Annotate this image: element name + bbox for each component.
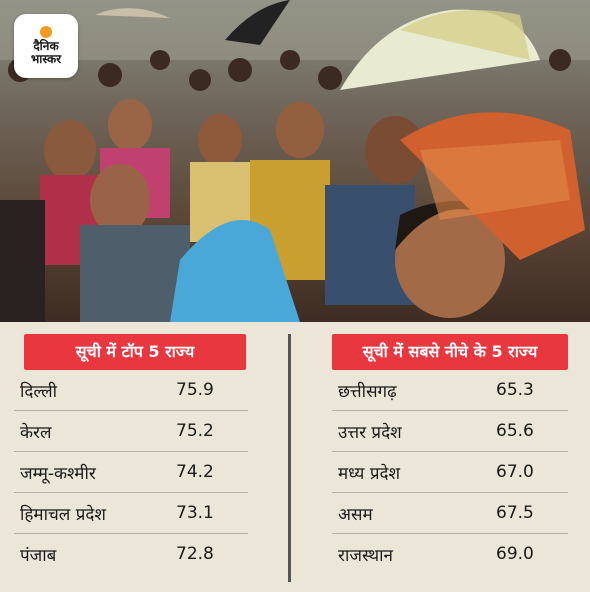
table-row: असम 67.5: [332, 493, 568, 534]
bottom-states-list: छत्तीसगढ़ 65.3 उत्तर प्रदेश 65.6 मध्य प्…: [332, 370, 568, 574]
top-states-heading: सूची में टॉप 5 राज्य: [24, 334, 246, 370]
state-value: 75.9: [176, 380, 214, 400]
state-value: 73.1: [176, 503, 214, 523]
ranking-tables: सूची में टॉप 5 राज्य दिल्ली 75.9 केरल 75…: [0, 322, 590, 592]
table-row: पंजाब 72.8: [14, 534, 248, 574]
state-name: पंजाब: [20, 545, 57, 566]
table-row: राजस्थान 69.0: [332, 534, 568, 574]
top-states-panel: सूची में टॉप 5 राज्य दिल्ली 75.9 केरल 75…: [14, 334, 248, 574]
bottom-states-panel: सूची में सबसे नीचे के 5 राज्य छत्तीसगढ़ …: [332, 334, 568, 574]
state-name: दिल्ली: [20, 381, 58, 402]
crowd-photo: दैनिक भास्कर: [0, 0, 590, 322]
state-name: उत्तर प्रदेश: [338, 422, 402, 443]
table-row: जम्मू-कश्मीर 74.2: [14, 452, 248, 493]
column-divider: [288, 334, 291, 582]
table-row: छत्तीसगढ़ 65.3: [332, 370, 568, 411]
state-name: हिमाचल प्रदेश: [20, 504, 106, 525]
state-name: केरल: [20, 422, 52, 443]
state-value: 65.3: [496, 380, 534, 400]
sun-icon: [40, 26, 52, 38]
state-value: 67.0: [496, 462, 534, 482]
state-value: 65.6: [496, 421, 534, 441]
logo-line-2: भास्कर: [30, 52, 62, 66]
state-name: जम्मू-कश्मीर: [20, 463, 96, 484]
dainik-bhaskar-logo: दैनिक भास्कर: [14, 14, 78, 78]
table-row: केरल 75.2: [14, 411, 248, 452]
state-value: 67.5: [496, 503, 534, 523]
state-value: 69.0: [496, 544, 534, 564]
state-name: राजस्थान: [338, 545, 393, 566]
bottom-states-heading: सूची में सबसे नीचे के 5 राज्य: [332, 334, 568, 370]
state-value: 74.2: [176, 462, 214, 482]
state-name: मध्य प्रदेश: [338, 463, 401, 484]
state-name: छत्तीसगढ़: [338, 381, 397, 402]
crowd-illustration: [0, 0, 590, 322]
state-value: 72.8: [176, 544, 214, 564]
logo-line-1: दैनिक: [33, 39, 59, 53]
state-name: असम: [338, 504, 373, 525]
table-row: दिल्ली 75.9: [14, 370, 248, 411]
top-states-list: दिल्ली 75.9 केरल 75.2 जम्मू-कश्मीर 74.2 …: [14, 370, 248, 574]
table-row: उत्तर प्रदेश 65.6: [332, 411, 568, 452]
table-row: मध्य प्रदेश 67.0: [332, 452, 568, 493]
table-row: हिमाचल प्रदेश 73.1: [14, 493, 248, 534]
state-value: 75.2: [176, 421, 214, 441]
